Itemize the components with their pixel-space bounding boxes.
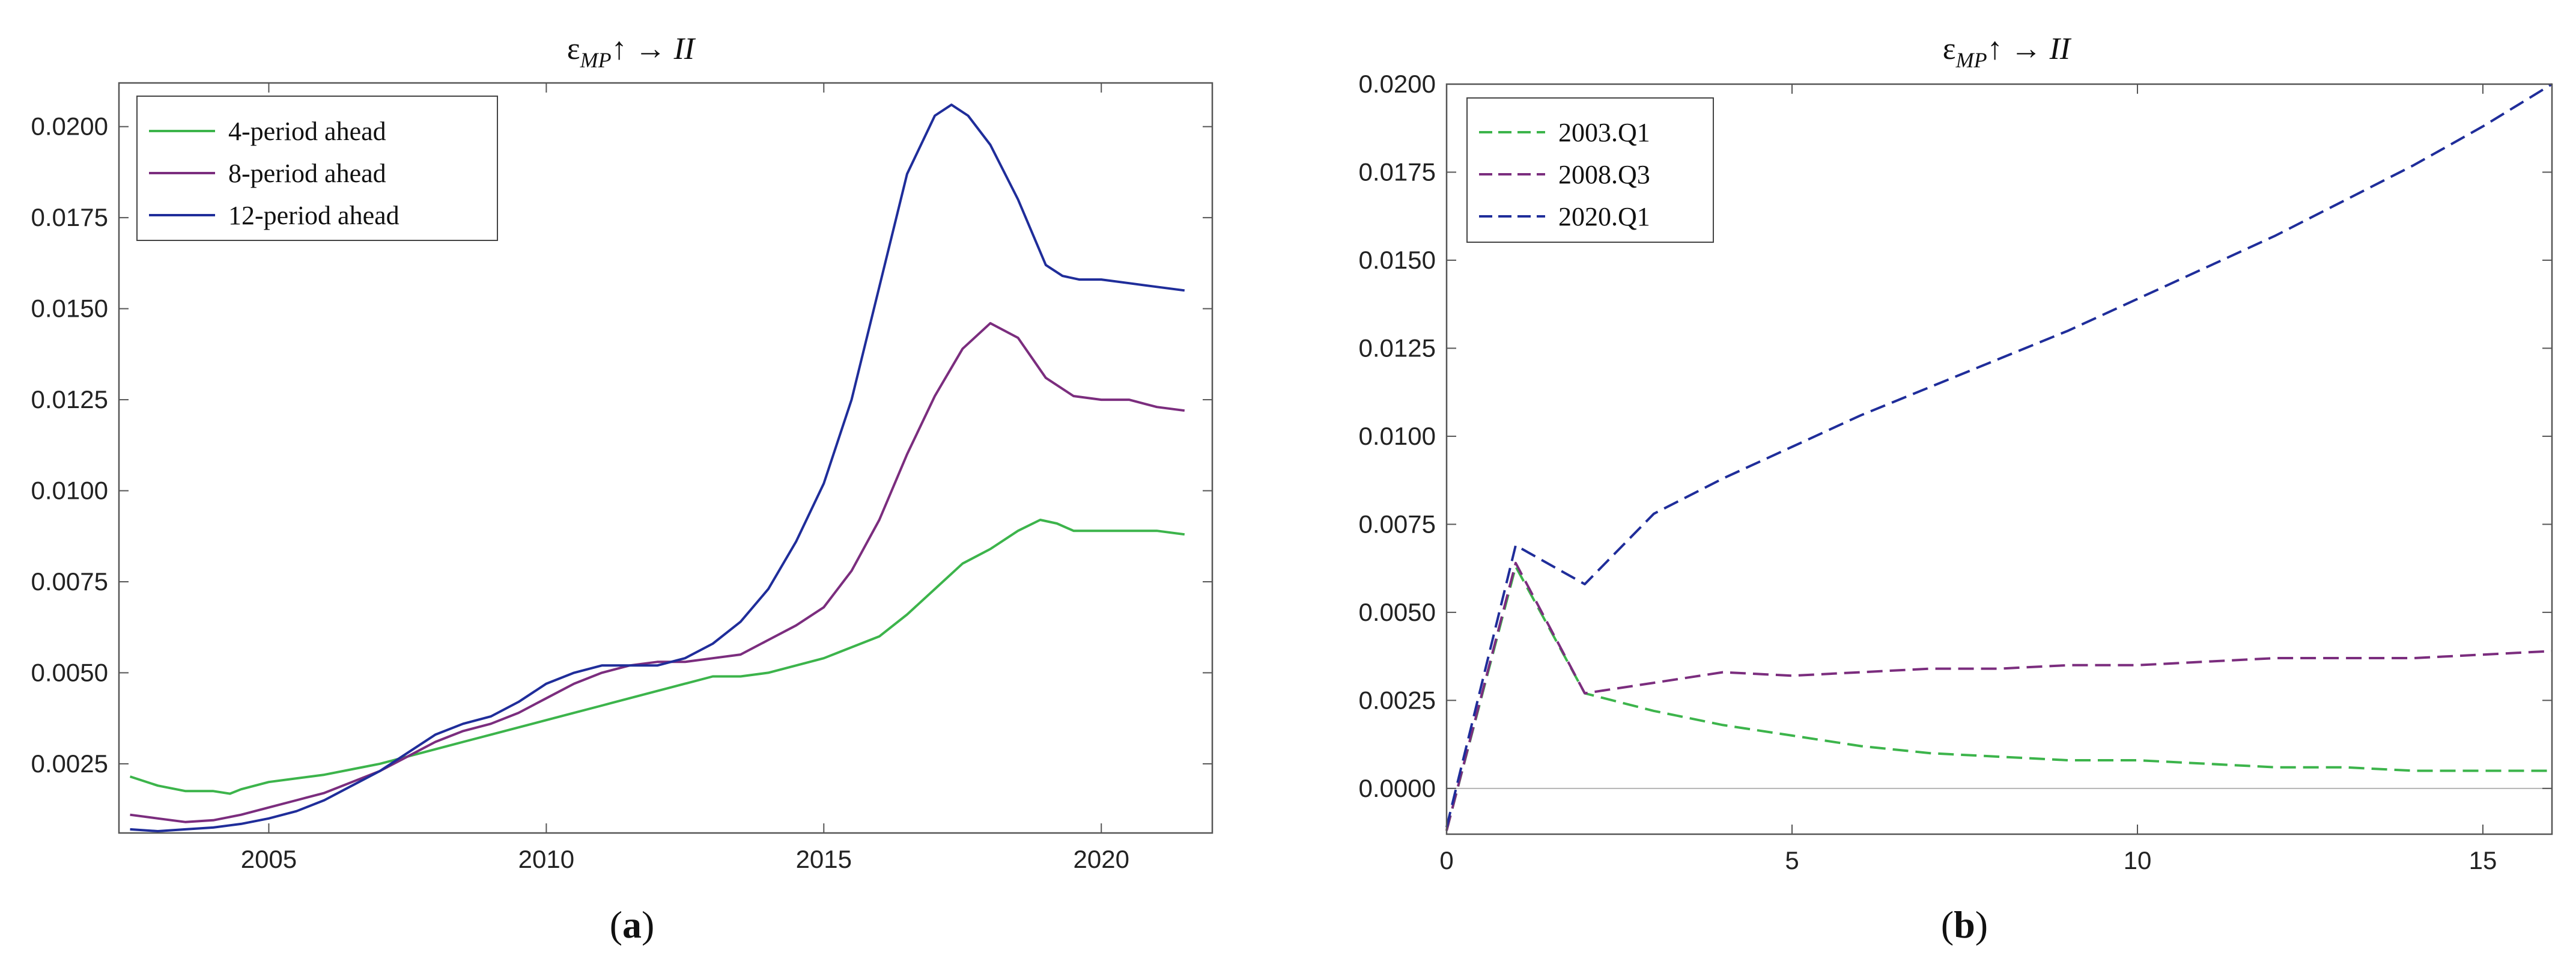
chart-a-legend-label: 4-period ahead [228,117,386,146]
chart-b-ytick-label: 0.0100 [1359,422,1436,450]
chart-b-ticks: 0.0000 0.0025 0.0050 0.0075 0.0100 0.0125 0.01… [1359,70,2552,874]
chart-a-ytick-label: 0.0050 [31,658,108,686]
chart-b-xtick-label: 10 [2124,846,2152,874]
chart-b-ytick-label: 0.0175 [1359,157,1436,186]
chart-a-xtick-label: 2005 [241,845,297,873]
chart-a-xtick-label: 2010 [518,845,574,873]
chart-a-legend-label: 8-period ahead [228,159,386,188]
chart-a-ytick-label: 0.0125 [31,385,108,413]
chart-a-ytick-label: 0.0200 [31,112,108,141]
chart-b-plot-frame [1445,83,2553,835]
chart-a-xtick-label: 2015 [796,845,852,873]
chart-b-ytick-label: 0.0025 [1359,686,1436,714]
chart-b-xtick-label: 15 [2469,846,2497,874]
chart-b-series-line-2 [1445,561,2553,831]
chart-a-ytick-label: 0.0025 [31,749,108,778]
chart-a-title: εMP↑ → II [567,32,696,72]
chart-a-plot-frame [118,82,1214,834]
chart-b-series-line-1 [1445,565,2552,831]
chart-b-ytick-label: 0.0150 [1359,246,1436,274]
chart-b-xtick-label: 5 [1785,846,1799,874]
chart-a-series-line-2 [130,322,1185,823]
chart-panel-a: εMP↑ → II 0.0025 0.0050 0.0075 0.0100 0.0125… [31,32,1214,946]
chart-a-series-line-1 [129,519,1185,795]
chart-a-legend: 4-period ahead 8-period ahead 12-period ah… [136,96,498,241]
chart-a-ytick-label: 0.0075 [31,567,108,596]
chart-b-xtick-label: 0 [1439,846,1453,874]
chart-a-series-line-3 [130,103,1185,832]
chart-b-legend-box [1466,97,1714,243]
chart-b-legend-label: 2020.Q1 [1558,202,1650,231]
chart-b-title: εMP↑ → II [1943,32,2072,72]
chart-b-ytick-label: 0.0075 [1359,510,1436,538]
chart-a-ytick-label: 0.0175 [31,203,108,231]
chart-b-ytick-label: 0.0050 [1359,598,1436,626]
chart-b-legend: 2003.Q1 2008.Q3 2020.Q1 [1466,97,1714,243]
chart-a-ytick-label: 0.0100 [31,477,108,505]
chart-b-legend-label: 2003.Q1 [1558,118,1650,147]
chart-b-caption: (b) [1941,903,1988,946]
chart-b-ytick-label: 0.0000 [1359,774,1436,802]
chart-b-ytick-label: 0.0125 [1359,334,1436,362]
chart-b-ytick-label: 0.0200 [1359,70,1436,98]
chart-a-ytick-label: 0.0150 [31,294,108,323]
chart-panel-b: εMP↑ → II 0.0000 0.0025 0.0050 0.0075 0.0100… [1359,32,2553,946]
chart-a-caption: (a) [610,903,655,946]
chart-b-legend-label: 2008.Q3 [1558,160,1650,189]
chart-a-legend-label: 12-period ahead [228,201,399,230]
chart-a-ticks: 0.0025 0.0050 0.0075 0.0100 0.0125 0.0150 0.01… [31,83,1212,873]
chart-b-series [1445,83,2553,831]
chart-a-series [129,103,1185,832]
chart-a-xtick-label: 2020 [1074,845,1129,873]
chart-b-series-line-3 [1445,83,2553,828]
